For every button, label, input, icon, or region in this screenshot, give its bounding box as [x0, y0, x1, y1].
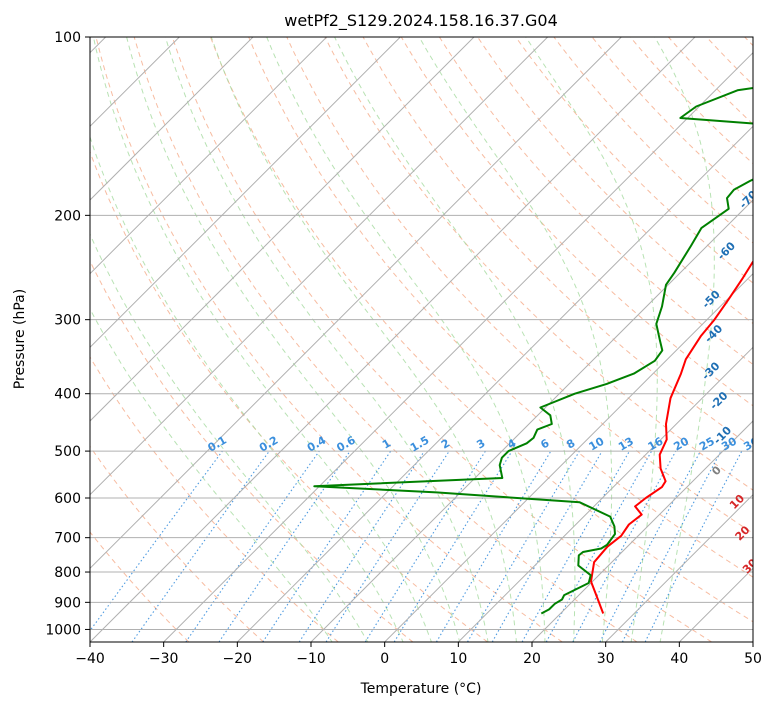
moist-adiabat: [164, 37, 489, 642]
isotherm: [384, 272, 753, 642]
mixing-ratio-label: 36: [741, 434, 761, 453]
dry-adiabat: [210, 37, 753, 623]
moist-adiabat: [210, 37, 518, 642]
y-tick-label: 100: [54, 30, 81, 46]
dry-adiabat: [515, 37, 753, 284]
x-tick-label: −30: [149, 651, 179, 667]
isotherm: [90, 37, 475, 422]
y-tick-label: 400: [54, 387, 81, 403]
isotherm: [605, 493, 753, 642]
dry-adiabat: [95, 37, 563, 642]
y-tick-label: 800: [54, 565, 81, 581]
profile-series: [313, 87, 753, 615]
x-tick-label: 30: [597, 651, 615, 667]
y-axis-label: Pressure (hPa): [12, 289, 28, 389]
x-tick-label: 10: [449, 651, 467, 667]
isotherm: [163, 51, 753, 642]
moist-adiabat: [126, 37, 461, 642]
mixing-ratio-line: [521, 450, 630, 642]
dry-adiabat: [90, 445, 264, 642]
mixing-ratio-line: [393, 450, 513, 642]
y-tick-label: 1000: [45, 622, 81, 638]
isotherm: [531, 420, 753, 642]
dry-adiabat: [90, 356, 339, 642]
y-tick-label: 700: [54, 531, 81, 547]
x-tick-label: 40: [670, 651, 688, 667]
dry-adiabat: [248, 37, 753, 578]
y-tick-label: 300: [54, 313, 81, 329]
moist-adiabat: [90, 232, 369, 642]
dry-adiabat: [400, 37, 753, 407]
y-axis: 100 200 300 400 500 600 700 800 900 1000: [45, 30, 90, 638]
dry-adiabat: [438, 37, 753, 366]
y-tick-label: 200: [54, 208, 81, 224]
isotherm: [90, 37, 401, 349]
x-axis-label: Temperature (°C): [360, 681, 482, 697]
isotherm: [310, 199, 753, 642]
thermodynamic-background-lines: [90, 37, 753, 642]
mixing-ratio-line: [90, 450, 223, 632]
isotherm: [90, 37, 622, 570]
x-tick-label: −20: [223, 651, 253, 667]
isotherm: [457, 346, 753, 642]
moist-adiabat: [525, 37, 658, 642]
mixing-ratio-line: [262, 450, 392, 642]
dry-adiabat: [171, 37, 712, 642]
moist-adiabat: [266, 37, 546, 642]
x-axis: −40 −30 −20 −10 0 10 20 30 40 50: [75, 642, 762, 667]
x-tick-label: 0: [380, 651, 389, 667]
mixing-ratio-line: [298, 450, 425, 642]
moist-adiabat: [90, 135, 404, 642]
y-tick-label: 500: [54, 444, 81, 460]
isotherm: [236, 125, 753, 642]
moist-adiabat: [334, 37, 576, 642]
chart-title: wetPf2_S129.2024.158.16.37.G04: [284, 11, 558, 31]
x-tick-label: −10: [296, 651, 326, 667]
plot-frame: [89, 36, 754, 643]
isotherm: [90, 37, 254, 201]
mixing-ratio-line: [131, 450, 270, 642]
dry-adiabat: [90, 531, 190, 642]
mixing-ratio-line: [185, 450, 320, 642]
temperature-profile-line: [590, 260, 753, 614]
y-tick-label: 600: [54, 491, 81, 507]
dewpoint-profile-line: [313, 87, 753, 615]
x-tick-label: −40: [75, 651, 105, 667]
moist-adiabat: [92, 37, 432, 642]
mixing-ratio-line: [572, 450, 677, 642]
x-tick-label: 20: [523, 651, 541, 667]
isotherm: [90, 37, 328, 275]
y-tick-label: 900: [54, 595, 81, 611]
moist-adiabat: [654, 37, 715, 642]
mixing-ratio-line: [325, 450, 450, 642]
isotherm: [90, 37, 549, 496]
mixing-ratio-line: [644, 450, 743, 642]
pressure-gridlines: [90, 37, 753, 642]
dry-adiabat: [90, 150, 488, 642]
mixing-ratio-line: [545, 450, 653, 642]
isotherm: [90, 37, 696, 642]
mixing-ratio-line: [218, 450, 351, 642]
x-tick-label: 50: [744, 651, 762, 667]
